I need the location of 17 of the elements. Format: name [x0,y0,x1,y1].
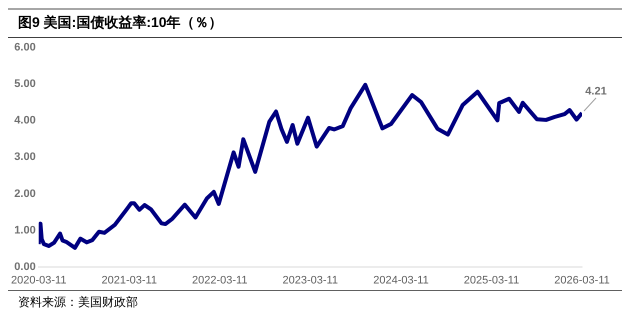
x-tick-label: 2021-03-11 [102,274,157,286]
y-tick-label: 6.00 [14,42,36,54]
x-tick-label: 2024-03-11 [373,274,429,286]
x-tick-label: 2023-03-11 [282,274,338,286]
x-tick-label: 2026-03-11 [554,274,610,286]
x-tick-label: 2020-03-11 [11,274,66,286]
y-tick-label: 1.00 [14,224,36,236]
text: 资料来源：美国财政部 [18,294,139,311]
x-tick-label: 2022-03-11 [192,274,248,286]
chart-title: 图9 美国:国债收益率:10年（％） [8,8,622,38]
y-tick-label: 2.00 [14,188,36,200]
y-tick-label: 4.00 [14,114,36,127]
y-tick-label: 3.00 [14,151,36,164]
y-tick-label: 0.00 [14,260,36,273]
y-tick-label: 5.00 [14,78,36,90]
annotation: 4.21 [585,86,607,98]
x-tick-label: 2025-03-11 [464,274,520,286]
